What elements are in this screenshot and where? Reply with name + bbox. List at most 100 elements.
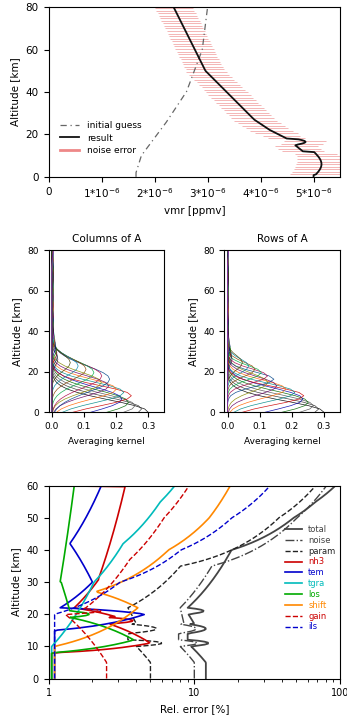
X-axis label: Rel. error [%]: Rel. error [%] — [160, 704, 229, 714]
Line: tem: tem — [54, 485, 144, 679]
result — [319, 162, 323, 171]
los — [71, 491, 75, 500]
nh3 — [50, 666, 54, 675]
nh3 — [46, 481, 51, 490]
nh3 — [116, 623, 120, 631]
tem — [52, 666, 57, 675]
ils — [52, 674, 57, 683]
initial guess — [204, 11, 209, 20]
tgra — [53, 638, 57, 647]
gain — [104, 663, 109, 671]
gain — [187, 481, 191, 490]
tem — [52, 674, 57, 683]
initial guess — [135, 166, 139, 174]
gain — [104, 666, 109, 675]
shift — [222, 491, 227, 500]
Y-axis label: Altitude [km]: Altitude [km] — [12, 297, 22, 365]
shift — [107, 623, 111, 631]
initial guess — [136, 162, 140, 171]
Line: result: result — [174, 7, 322, 177]
noise — [192, 663, 196, 671]
shift — [67, 638, 71, 647]
ils — [52, 638, 57, 647]
gain — [91, 638, 95, 647]
total — [322, 491, 327, 500]
shift — [52, 666, 57, 675]
tem — [83, 623, 87, 631]
nh3 — [50, 663, 54, 671]
tem — [95, 491, 99, 500]
tgra — [164, 491, 169, 500]
total — [204, 674, 208, 683]
gain — [77, 623, 81, 631]
noise — [195, 638, 199, 647]
tgra — [158, 498, 162, 506]
initial guess — [204, 17, 208, 26]
param — [152, 623, 156, 631]
ils — [52, 663, 57, 671]
Line: total: total — [188, 485, 336, 679]
gain — [180, 491, 185, 500]
Legend: initial guess, result, noise error: initial guess, result, noise error — [56, 117, 145, 159]
X-axis label: Averaging kernel: Averaging kernel — [68, 437, 145, 446]
param — [149, 666, 153, 675]
param — [159, 638, 163, 647]
nh3 — [119, 498, 124, 506]
los — [72, 481, 76, 490]
Line: param: param — [128, 485, 316, 679]
ils — [52, 623, 57, 631]
ils — [259, 491, 263, 500]
Y-axis label: Altitude [km]: Altitude [km] — [11, 548, 21, 617]
total — [313, 498, 317, 506]
result — [318, 166, 322, 174]
tgra — [50, 674, 54, 683]
shift — [52, 674, 57, 683]
tgra — [50, 666, 54, 675]
total — [202, 623, 206, 631]
Y-axis label: Altitude [km]: Altitude [km] — [10, 57, 20, 126]
ils — [251, 498, 255, 506]
Title: Columns of A: Columns of A — [72, 234, 141, 244]
param — [149, 674, 153, 683]
ils — [268, 481, 272, 490]
Line: ils: ils — [54, 485, 270, 679]
noise — [324, 481, 329, 490]
nh3 — [50, 674, 54, 683]
initial guess — [147, 141, 151, 149]
initial guess — [157, 127, 161, 136]
param — [305, 491, 309, 500]
gain — [175, 498, 179, 506]
Title: Rows of A: Rows of A — [257, 234, 307, 244]
Line: noise: noise — [179, 485, 327, 679]
tem — [99, 481, 103, 490]
total — [204, 666, 208, 675]
total — [204, 663, 208, 671]
tgra — [66, 623, 70, 631]
result — [171, 3, 176, 11]
result — [271, 127, 275, 136]
los — [103, 623, 108, 631]
param — [314, 481, 318, 490]
nh3 — [121, 491, 125, 500]
shift — [218, 498, 222, 506]
initial guess — [134, 172, 138, 181]
gain — [104, 674, 109, 683]
los — [50, 666, 54, 675]
noise — [311, 498, 315, 506]
noise — [192, 666, 196, 675]
nh3 — [147, 638, 152, 647]
noise — [192, 623, 196, 631]
total — [206, 638, 210, 647]
X-axis label: vmr [ppmv]: vmr [ppmv] — [163, 206, 225, 216]
noise — [192, 674, 196, 683]
Line: gain: gain — [66, 485, 189, 679]
param — [297, 498, 302, 506]
los — [50, 663, 54, 671]
tgra — [173, 481, 177, 490]
Y-axis label: Altitude [km]: Altitude [km] — [188, 297, 197, 365]
param — [149, 663, 153, 671]
Line: initial guess: initial guess — [136, 7, 208, 177]
result — [312, 172, 316, 181]
Legend: total, noise, param, nh3, tem, tgra, los, shift, gain, ils: total, noise, param, nh3, tem, tgra, los… — [281, 522, 339, 635]
X-axis label: Averaging kernel: Averaging kernel — [244, 437, 321, 446]
